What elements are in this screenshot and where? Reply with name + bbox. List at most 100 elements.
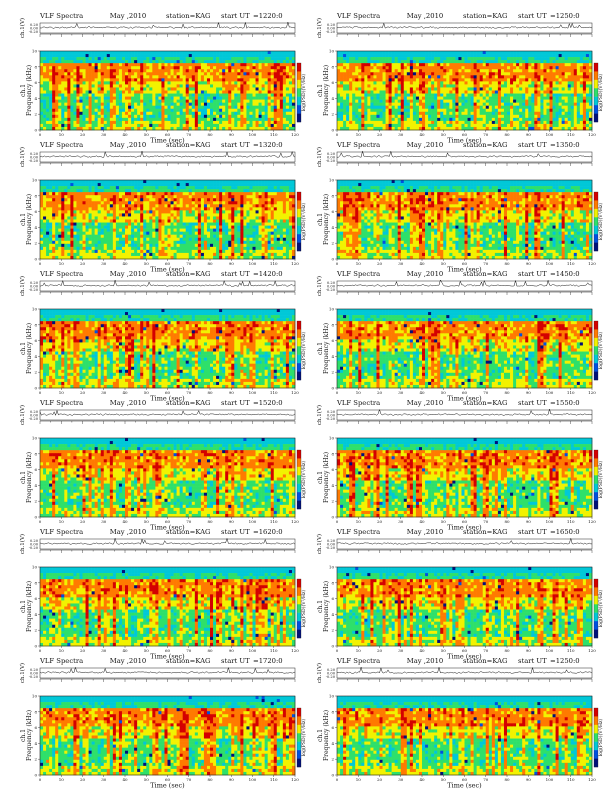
spectrogram-cell (85, 186, 89, 190)
spectrogram-cell (210, 108, 214, 113)
spectrogram-cell (440, 75, 444, 79)
spectrogram-cell (73, 192, 77, 196)
spectrogram-cell (40, 93, 44, 97)
spectrogram-cell (109, 99, 114, 103)
spectrogram-cell (467, 63, 471, 67)
spectrogram-cell (352, 75, 356, 79)
spectrogram-cell (200, 72, 205, 76)
spectrogram-cell (182, 84, 187, 88)
spectrogram-cell (176, 126, 180, 131)
spectrogram-cell (288, 117, 293, 122)
spectrogram-cell (449, 120, 453, 125)
spectrogram-cell (67, 180, 71, 184)
spectrogram-cell (152, 183, 156, 187)
spectrogram-cell (576, 114, 581, 119)
spectrogram-cell (385, 90, 389, 94)
spectrogram-cell (270, 93, 275, 97)
spectrogram-cell (555, 75, 559, 79)
spectrogram-cell (534, 72, 538, 76)
spectrogram-cell (161, 87, 165, 91)
spectrogram-cell (482, 126, 487, 131)
spectrogram-cell (464, 93, 468, 97)
spectrogram-cell (464, 87, 468, 91)
spectrogram-cell (488, 120, 493, 125)
spectrogram-cell (291, 81, 296, 85)
spectrogram-cell (343, 96, 347, 100)
spectrogram-cell (397, 111, 402, 116)
spectrogram-cell (513, 78, 517, 82)
spectrogram-cell (264, 183, 268, 187)
spectrogram-cell (137, 192, 141, 196)
spectrogram-cell (437, 93, 441, 97)
spectrogram-cell (158, 84, 162, 88)
spectrogram-cell (543, 60, 547, 64)
spectrogram-cell (479, 84, 484, 88)
spectrogram-cell (428, 57, 432, 61)
spectrogram-cell (225, 189, 229, 193)
spectrogram-cell (222, 111, 226, 116)
spectrogram-cell (400, 96, 405, 100)
spectrogram-cell (537, 75, 541, 79)
spectrogram-cell (85, 114, 89, 119)
spectrogram-cell (507, 63, 511, 67)
spectrogram-cell (367, 75, 371, 79)
spectrogram-cell (440, 126, 444, 131)
spectrogram-cell (482, 81, 487, 85)
spectrogram-cell (52, 57, 56, 61)
spectrogram-cell (164, 90, 168, 94)
spectrogram-cell (103, 75, 108, 79)
spectrogram-cell (288, 183, 293, 187)
spectrogram-cell (252, 117, 256, 122)
spectrogram-cell (406, 126, 411, 131)
spectrogram-cell (285, 75, 290, 79)
spectrogram-cell (64, 108, 68, 113)
spectrogram-cell (491, 102, 496, 106)
spectrogram-cell (94, 126, 98, 131)
spectrogram-cell (531, 111, 535, 116)
spectrogram-cell (118, 60, 123, 64)
spectrogram-cell (258, 93, 262, 97)
spectrogram-cell (291, 60, 296, 64)
spectrogram-cell (267, 93, 272, 97)
spectrogram-cell (128, 60, 132, 64)
spectrogram-cell (173, 72, 177, 76)
spectrogram-cell (213, 192, 217, 196)
spectrogram-cell (234, 81, 238, 85)
spectrogram-cell (146, 57, 150, 61)
spectrogram-cell (176, 183, 180, 187)
spectrogram-cell (255, 87, 259, 91)
spectrogram-cell (525, 123, 529, 128)
spectrogram-cell (49, 96, 53, 100)
spectrogram-cell (43, 111, 47, 116)
spectrogram-cell (255, 96, 259, 100)
spectrogram-cell (343, 66, 347, 70)
spectrogram-cell (55, 69, 59, 73)
spectrogram-cell (143, 63, 147, 67)
spectrogram-cell (222, 96, 226, 100)
spectrogram-cell (206, 69, 211, 73)
spectrogram-cell (567, 75, 572, 79)
spectrogram-cell (185, 120, 190, 125)
spectrogram-cell (564, 126, 569, 131)
spectrogram-cell (343, 123, 347, 128)
spectrogram-cell (525, 81, 529, 85)
spectrogram-cell (473, 126, 477, 131)
spectrogram-cell (273, 189, 278, 193)
spectrogram-cell (246, 96, 250, 100)
spectrogram-cell (415, 93, 420, 97)
spectrogram-cell (579, 111, 584, 116)
spectrogram-cell (473, 117, 477, 122)
spectrogram-cell (88, 75, 92, 79)
spectrogram-cell (76, 120, 80, 125)
spectrogram-cell (349, 75, 353, 79)
spectrogram-cell (443, 120, 447, 125)
spectrogram-cell (258, 54, 262, 58)
spectrogram-cell (91, 111, 95, 116)
spectrogram-cell (485, 123, 490, 128)
spectrogram-cell (406, 72, 411, 76)
spectrogram-cell (58, 108, 62, 113)
spectrogram-cell (222, 84, 226, 88)
spectrogram-cell (385, 111, 389, 116)
spectrogram-cell (146, 120, 150, 125)
spectrogram-cell (106, 93, 111, 97)
